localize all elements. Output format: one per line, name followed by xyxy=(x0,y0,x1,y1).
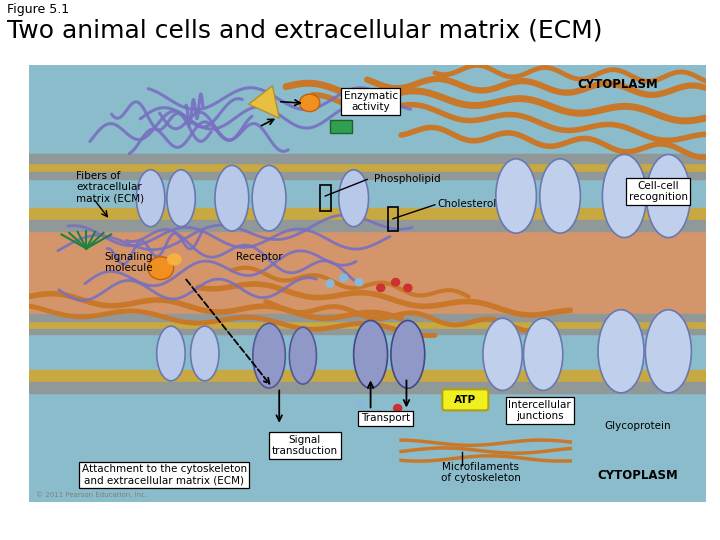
Text: Figure 5.1: Figure 5.1 xyxy=(7,3,69,16)
Bar xyxy=(29,314,706,321)
Bar xyxy=(29,317,706,334)
Bar xyxy=(320,185,330,211)
Bar xyxy=(29,172,706,179)
Ellipse shape xyxy=(339,170,369,227)
Bar xyxy=(29,390,706,502)
Ellipse shape xyxy=(191,326,219,381)
Ellipse shape xyxy=(253,323,285,388)
Bar xyxy=(29,390,706,502)
Bar xyxy=(29,382,706,387)
Text: Transport: Transport xyxy=(361,413,410,423)
Bar xyxy=(387,207,398,231)
Bar xyxy=(29,154,706,163)
Bar xyxy=(29,225,706,319)
Ellipse shape xyxy=(356,400,365,408)
Text: Phospholipid: Phospholipid xyxy=(374,173,441,184)
Ellipse shape xyxy=(483,318,522,390)
Bar xyxy=(330,120,351,133)
Text: © 2011 Pearson Education, Inc.: © 2011 Pearson Education, Inc. xyxy=(35,491,147,498)
Ellipse shape xyxy=(647,154,690,238)
Ellipse shape xyxy=(523,318,563,390)
Ellipse shape xyxy=(252,165,286,231)
Text: Attachment to the cytoskeleton
and extracellular matrix (ECM): Attachment to the cytoskeleton and extra… xyxy=(81,464,247,486)
Text: Microfilaments
of cytoskeleton: Microfilaments of cytoskeleton xyxy=(441,462,521,483)
Bar xyxy=(29,177,706,209)
Ellipse shape xyxy=(167,170,195,227)
Text: Glycoprotein: Glycoprotein xyxy=(605,421,671,431)
Ellipse shape xyxy=(540,159,580,233)
Ellipse shape xyxy=(148,257,174,280)
Bar xyxy=(29,208,706,225)
Text: Enzymatic
activity: Enzymatic activity xyxy=(343,91,397,112)
FancyBboxPatch shape xyxy=(442,389,488,410)
Bar xyxy=(29,220,706,225)
Text: Cell-cell
recognition: Cell-cell recognition xyxy=(629,181,688,202)
Bar xyxy=(29,159,706,179)
Ellipse shape xyxy=(325,279,335,288)
Ellipse shape xyxy=(603,154,647,238)
Ellipse shape xyxy=(391,320,425,388)
Ellipse shape xyxy=(376,284,385,292)
Ellipse shape xyxy=(136,170,165,227)
Bar xyxy=(29,370,706,386)
Text: ATP: ATP xyxy=(454,395,477,405)
Text: Receptor: Receptor xyxy=(235,252,282,262)
Ellipse shape xyxy=(215,165,249,231)
Text: Intercellular
junctions: Intercellular junctions xyxy=(508,400,571,421)
Text: Fibers of
extracellular
matrix (ECM): Fibers of extracellular matrix (ECM) xyxy=(76,171,144,204)
Ellipse shape xyxy=(496,159,536,233)
Bar xyxy=(29,388,706,393)
Text: Signal
transduction: Signal transduction xyxy=(272,435,338,456)
Bar xyxy=(29,65,706,161)
Text: Signaling
molecule: Signaling molecule xyxy=(104,252,153,273)
Ellipse shape xyxy=(393,404,402,413)
Ellipse shape xyxy=(645,310,691,393)
Text: CYTOPLASM: CYTOPLASM xyxy=(577,78,658,91)
Text: CYTOPLASM: CYTOPLASM xyxy=(598,469,678,482)
Ellipse shape xyxy=(391,278,400,287)
Polygon shape xyxy=(249,86,279,118)
Bar xyxy=(29,328,706,334)
Ellipse shape xyxy=(339,273,348,282)
Ellipse shape xyxy=(598,310,644,393)
Ellipse shape xyxy=(157,326,185,381)
Ellipse shape xyxy=(354,278,364,287)
Ellipse shape xyxy=(300,94,320,112)
Ellipse shape xyxy=(167,253,181,266)
Text: Two animal cells and extracellular matrix (ECM): Two animal cells and extracellular matri… xyxy=(7,18,603,42)
Ellipse shape xyxy=(403,284,413,292)
Text: Cholesterol: Cholesterol xyxy=(438,199,497,209)
Ellipse shape xyxy=(289,327,317,384)
Ellipse shape xyxy=(354,320,387,388)
Bar xyxy=(29,226,706,231)
Bar xyxy=(29,333,706,371)
